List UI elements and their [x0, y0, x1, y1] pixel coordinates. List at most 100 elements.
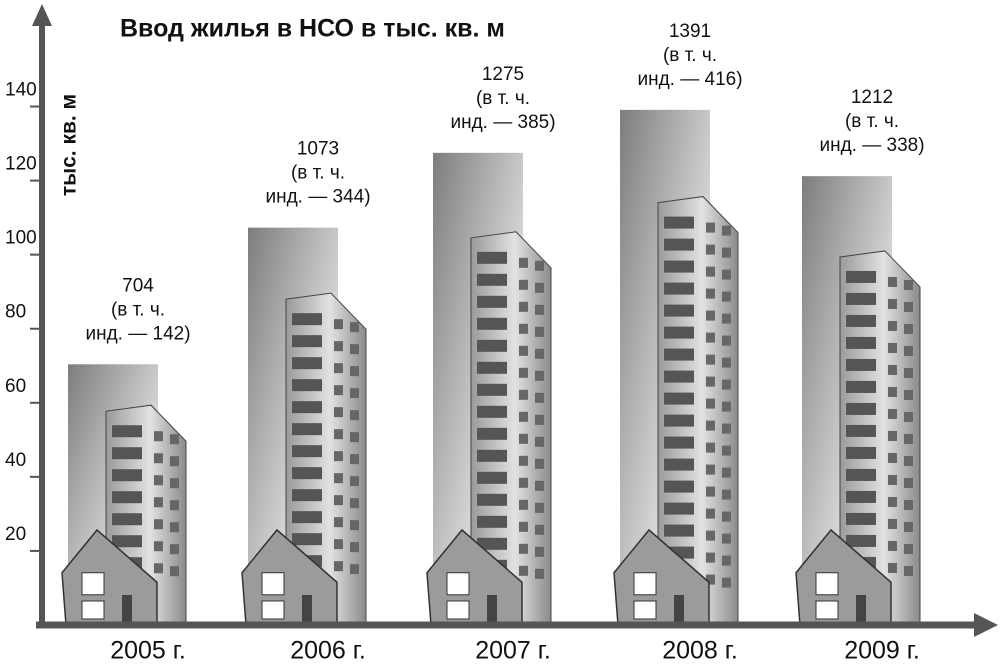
y-tick-label: 80 [5, 302, 26, 323]
window [334, 319, 343, 329]
window [722, 402, 731, 412]
window [519, 544, 528, 554]
window [170, 544, 179, 554]
window [706, 377, 715, 387]
window [334, 385, 343, 395]
window [154, 541, 163, 551]
x-tick-label: 2007 г. [475, 637, 551, 665]
window [350, 520, 359, 530]
window [904, 434, 913, 444]
window [846, 535, 876, 547]
window [334, 341, 343, 351]
window [154, 519, 163, 529]
window [477, 428, 507, 440]
window [535, 261, 544, 271]
window [904, 280, 913, 290]
window [706, 311, 715, 321]
window [706, 421, 715, 431]
window [477, 340, 507, 352]
window [664, 239, 694, 251]
window [664, 349, 694, 361]
window [535, 283, 544, 293]
window [112, 425, 142, 437]
window [477, 516, 507, 528]
window [292, 357, 322, 369]
plot-area [62, 110, 920, 625]
x-tick-label: 2009 г. [844, 637, 920, 665]
window [477, 406, 507, 418]
window [519, 456, 528, 466]
window [846, 293, 876, 305]
window [722, 226, 731, 236]
window [334, 451, 343, 461]
window [154, 431, 163, 441]
window [888, 541, 897, 551]
window [350, 564, 359, 574]
window [334, 495, 343, 505]
house-window [82, 573, 104, 595]
window [112, 535, 142, 547]
window [722, 314, 731, 324]
y-tick-label: 40 [5, 450, 26, 471]
window [664, 525, 694, 537]
window [846, 359, 876, 371]
window [846, 425, 876, 437]
window [350, 322, 359, 332]
window [888, 497, 897, 507]
window [350, 432, 359, 442]
window [350, 542, 359, 552]
value-note: инд. — 344) [265, 187, 370, 208]
value-label: 1073 [297, 139, 339, 160]
window [535, 305, 544, 315]
window [519, 324, 528, 334]
window [292, 533, 322, 545]
chart-title: Ввод жилья в НСО в тыс. кв. м [120, 15, 505, 43]
window [722, 468, 731, 478]
window [664, 393, 694, 405]
value-label: 1391 [669, 21, 711, 42]
window [904, 500, 913, 510]
window [904, 566, 913, 576]
window [888, 299, 897, 309]
window [519, 280, 528, 290]
window [904, 544, 913, 554]
window [664, 371, 694, 383]
window [334, 473, 343, 483]
window [904, 412, 913, 422]
window [664, 327, 694, 339]
value-note: (в т. ч. [845, 111, 899, 132]
window [350, 388, 359, 398]
house-door [856, 595, 866, 625]
window [888, 563, 897, 573]
window [292, 467, 322, 479]
window [664, 283, 694, 295]
house-window [816, 573, 838, 595]
window [706, 399, 715, 409]
window [722, 490, 731, 500]
window [888, 343, 897, 353]
window [706, 267, 715, 277]
window [519, 412, 528, 422]
window [170, 456, 179, 466]
window [350, 410, 359, 420]
window [664, 305, 694, 317]
house-door [302, 595, 312, 625]
house-door [487, 595, 497, 625]
window [722, 578, 731, 588]
window [888, 365, 897, 375]
window [477, 362, 507, 374]
window [904, 522, 913, 532]
window [706, 443, 715, 453]
window [350, 344, 359, 354]
window [664, 261, 694, 273]
window [904, 456, 913, 466]
window [535, 437, 544, 447]
window [904, 346, 913, 356]
window [706, 245, 715, 255]
window [722, 292, 731, 302]
window [535, 371, 544, 381]
window [706, 355, 715, 365]
window [722, 512, 731, 522]
window [535, 327, 544, 337]
window [477, 494, 507, 506]
